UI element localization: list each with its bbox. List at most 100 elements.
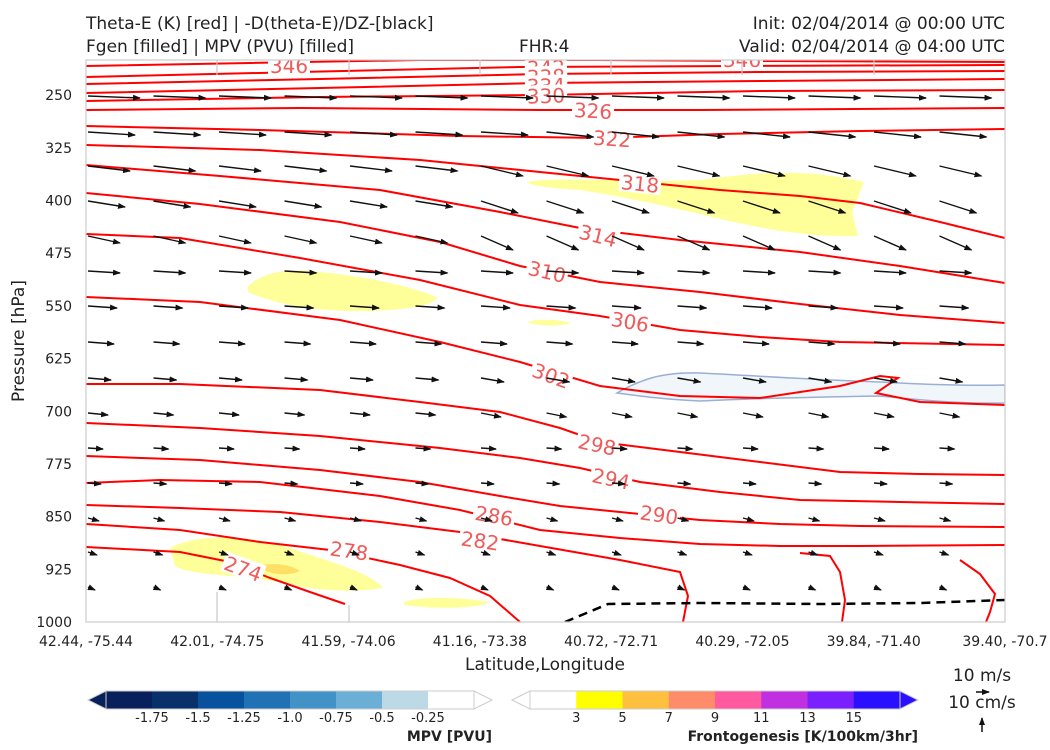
wind-arrow	[611, 269, 645, 276]
wind-arrow	[939, 412, 961, 419]
wind-arrow	[677, 200, 716, 214]
wind-arrow	[349, 165, 393, 174]
wind-arrow	[349, 549, 360, 556]
wind-arrow	[742, 340, 770, 347]
wind-arrow	[284, 269, 318, 276]
wind-arrow	[939, 480, 954, 487]
wind-arrow	[284, 549, 295, 556]
wind-arrow	[218, 516, 231, 523]
colorbar-swatch	[382, 691, 429, 709]
wind-arrow	[218, 584, 227, 591]
theta-e-contour-302	[86, 296, 1005, 406]
theta-e-contour-290	[86, 455, 1005, 528]
wind-arrow	[415, 269, 449, 276]
wind-arrow	[939, 549, 950, 556]
wind-arrow	[284, 235, 318, 245]
colorbar-tick-label: 7	[665, 711, 673, 726]
y-tick-label: 625	[45, 352, 72, 368]
wind-arrow	[218, 200, 257, 209]
contour-label-bg	[571, 98, 615, 122]
contour-label-bg	[471, 501, 517, 529]
wind-arrow	[218, 131, 267, 138]
wind-arrow	[677, 412, 699, 419]
plot-frame	[85, 59, 1006, 623]
contour-label-bg	[457, 527, 503, 553]
wind-arrow	[546, 165, 590, 178]
fgen-region	[248, 270, 438, 312]
y-axis-ticks: 250 325 400 475 550 625 700 775 850 925 1000	[36, 88, 72, 631]
wind-arrow	[873, 269, 907, 276]
wind-arrow	[153, 235, 187, 245]
colorbar-swatch	[428, 691, 475, 709]
wind-arrow	[742, 584, 751, 591]
wind-arrow	[742, 480, 757, 487]
wind-arrow	[153, 269, 187, 276]
wind-arrow	[873, 200, 912, 214]
wind-arrow	[677, 94, 731, 101]
wind-arrow	[153, 549, 164, 556]
wind-arrow	[611, 165, 655, 178]
wind-arrow	[480, 304, 511, 311]
valid-time: Valid: 02/04/2014 @ 04:00 UTC	[739, 37, 1005, 57]
wind-arrow	[349, 94, 403, 101]
wind-arrow	[939, 516, 952, 523]
wind-arrow	[349, 200, 388, 209]
wind-arrow	[611, 131, 660, 140]
y-tick-label: 700	[45, 404, 72, 420]
colorbar-swatch	[198, 691, 245, 709]
wind-arrow	[349, 340, 377, 347]
wind-arrow	[611, 235, 645, 251]
colorbar-tick-label: -1.5	[185, 711, 210, 726]
wind-arrow	[218, 411, 240, 418]
wind-arrow	[611, 480, 626, 487]
theta-e-contour-346	[86, 60, 1005, 67]
wind-arrow	[153, 445, 170, 452]
wind-arrow	[546, 377, 571, 384]
wind-arrow	[546, 235, 580, 251]
wind-arrow	[153, 304, 184, 311]
wind-arrow	[677, 269, 711, 276]
wind-arrow	[939, 131, 988, 140]
wind-arrow	[873, 412, 895, 419]
x-tick-label: 39.84, -71.40	[827, 634, 921, 650]
wind-arrow	[611, 549, 622, 556]
wind-arrow	[153, 516, 166, 523]
wind-arrow	[87, 584, 96, 591]
wind-arrow	[480, 516, 493, 523]
wind-arrow	[152, 584, 162, 591]
wind-vectors	[87, 94, 993, 591]
plot-area: 3463423383343303263223183143103063022982…	[85, 59, 1006, 623]
y-tick-label: 550	[45, 299, 72, 315]
wind-arrow	[480, 549, 491, 556]
wind-arrow	[873, 131, 922, 140]
colorbar-tick-label: -0.75	[319, 711, 353, 726]
wind-arrow	[87, 376, 112, 383]
contour-label: 322	[592, 126, 632, 153]
x-axis-label: Latitude,Longitude	[465, 655, 625, 675]
wind-arrow	[218, 269, 252, 276]
wind-arrow	[873, 235, 907, 251]
wind-arrow	[349, 445, 366, 452]
wind-arrow	[807, 584, 817, 591]
wind-reference-vertical: 10 cm/s	[948, 693, 1016, 713]
wind-reference: 10 m/s 10 cm/s	[948, 666, 1016, 732]
wind-arrow	[480, 445, 497, 452]
colorbar-tick-label: -1.25	[227, 711, 261, 726]
contour-label-bg	[607, 307, 653, 335]
contour-label-bg	[220, 551, 267, 585]
x-tick-label: 42.44, -75.44	[39, 634, 133, 650]
wind-arrow	[480, 235, 514, 251]
wind-arrow	[939, 269, 973, 276]
wind-arrow	[546, 200, 585, 214]
contour-label-bg	[590, 126, 634, 150]
wind-arrow	[873, 94, 927, 101]
wind-arrow	[939, 445, 956, 452]
wind-arrow	[546, 340, 574, 347]
wind-arrow	[546, 412, 568, 419]
wind-arrow	[611, 377, 636, 384]
stability-contour	[564, 598, 1005, 622]
fgen-region	[527, 172, 864, 237]
y-axis-label: Pressure [hPa]	[9, 280, 29, 402]
fgen-region	[527, 319, 572, 326]
wind-arrow	[415, 480, 430, 487]
